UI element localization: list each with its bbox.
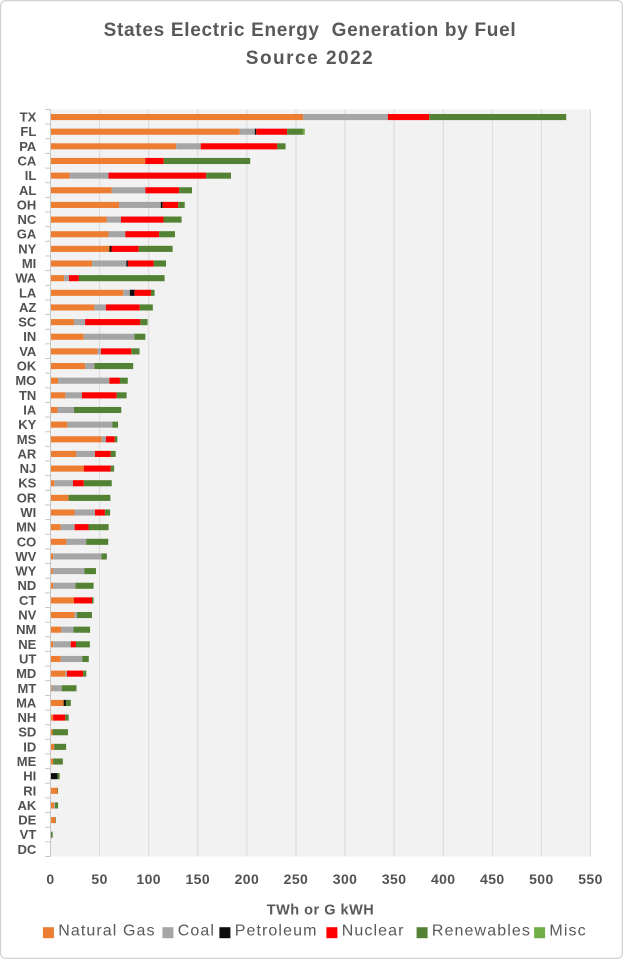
svg-text:NC: NC <box>18 212 37 227</box>
svg-text:ND: ND <box>18 578 37 593</box>
svg-text:NM: NM <box>16 622 36 637</box>
svg-text:OH: OH <box>17 197 37 212</box>
svg-text:NH: NH <box>18 710 37 725</box>
svg-text:200: 200 <box>235 871 260 887</box>
svg-text:IL: IL <box>25 168 37 183</box>
svg-text:NY: NY <box>18 241 36 256</box>
svg-text:ME: ME <box>17 754 37 769</box>
svg-text:250: 250 <box>284 871 309 887</box>
svg-text:SC: SC <box>18 315 37 330</box>
svg-text:CA: CA <box>18 153 37 168</box>
svg-text:DC: DC <box>18 842 37 857</box>
svg-text:NV: NV <box>18 608 36 623</box>
svg-text:FL: FL <box>20 124 36 139</box>
svg-text:RI: RI <box>23 783 36 798</box>
svg-text:Nuclear: Nuclear <box>342 922 405 939</box>
svg-text:NE: NE <box>18 637 36 652</box>
svg-text:GA: GA <box>17 227 37 242</box>
svg-text:50: 50 <box>91 871 107 887</box>
svg-text:300: 300 <box>333 871 358 887</box>
svg-text:VA: VA <box>19 344 37 359</box>
svg-text:100: 100 <box>136 871 161 887</box>
svg-text:UT: UT <box>19 651 36 666</box>
svg-text:550: 550 <box>578 871 603 887</box>
svg-text:Petroleum: Petroleum <box>235 922 318 939</box>
svg-text:MN: MN <box>16 520 36 535</box>
svg-text:TWh or G kWH: TWh or G kWH <box>267 902 375 918</box>
svg-text:NJ: NJ <box>20 461 37 476</box>
svg-text:150: 150 <box>185 871 210 887</box>
svg-text:OK: OK <box>17 359 37 374</box>
svg-text:0: 0 <box>46 871 54 887</box>
svg-text:Renewables: Renewables <box>432 922 531 939</box>
svg-text:AL: AL <box>19 183 36 198</box>
svg-text:WI: WI <box>20 505 36 520</box>
svg-text:VT: VT <box>20 827 37 842</box>
svg-text:WY: WY <box>15 564 36 579</box>
svg-text:450: 450 <box>480 871 505 887</box>
svg-text:MA: MA <box>16 695 37 710</box>
svg-text:KY: KY <box>18 417 36 432</box>
svg-text:AR: AR <box>18 446 37 461</box>
svg-text:AK: AK <box>18 798 37 813</box>
svg-text:Misc: Misc <box>549 922 586 939</box>
svg-text:MD: MD <box>16 666 36 681</box>
svg-text:TX: TX <box>20 110 37 125</box>
svg-text:LA: LA <box>19 285 37 300</box>
svg-text:IN: IN <box>23 329 36 344</box>
svg-text:MS: MS <box>17 432 37 447</box>
svg-text:TN: TN <box>19 388 36 403</box>
svg-text:DE: DE <box>18 813 36 828</box>
svg-text:States Electric Energy Genera: States Electric Energy Generation by Fue… <box>104 20 517 41</box>
svg-text:WA: WA <box>15 271 37 286</box>
svg-text:MO: MO <box>15 373 36 388</box>
svg-text:HI: HI <box>23 769 36 784</box>
svg-text:400: 400 <box>431 871 456 887</box>
svg-text:IA: IA <box>23 402 37 417</box>
svg-text:Natural Gas: Natural Gas <box>58 922 155 939</box>
svg-text:CT: CT <box>19 593 36 608</box>
svg-text:SD: SD <box>18 725 36 740</box>
svg-text:MT: MT <box>18 681 37 696</box>
svg-text:WV: WV <box>15 549 36 564</box>
svg-text:Coal: Coal <box>178 922 215 939</box>
svg-text:KS: KS <box>18 476 36 491</box>
svg-text:500: 500 <box>529 871 554 887</box>
svg-text:350: 350 <box>382 871 407 887</box>
svg-text:ID: ID <box>23 739 36 754</box>
svg-text:AZ: AZ <box>19 300 36 315</box>
svg-text:PA: PA <box>19 139 37 154</box>
svg-text:Source 2022: Source 2022 <box>246 48 374 69</box>
svg-text:MI: MI <box>22 256 36 271</box>
svg-text:OR: OR <box>17 490 37 505</box>
svg-text:CO: CO <box>17 534 37 549</box>
